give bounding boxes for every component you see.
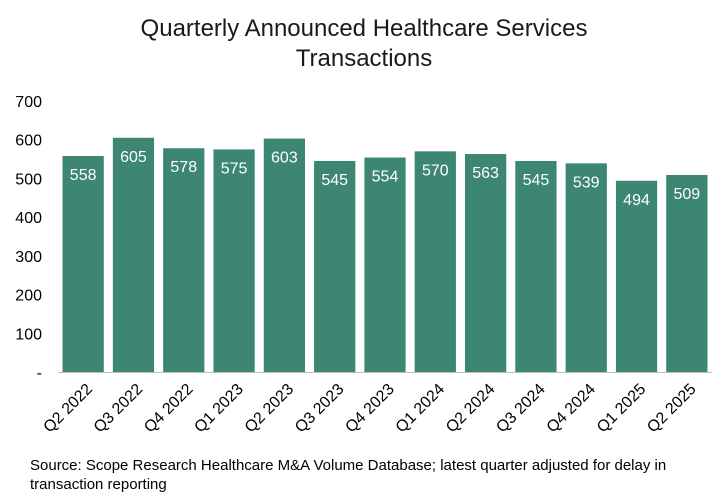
bar-data-label: 578 xyxy=(170,159,197,176)
bar-data-label: 603 xyxy=(271,150,298,167)
bar xyxy=(464,154,507,372)
x-tick-label: Q2 2023 xyxy=(242,381,297,436)
y-tick-label: 100 xyxy=(15,326,42,343)
bar-data-label: 539 xyxy=(573,174,600,191)
bar xyxy=(314,161,356,372)
bar-data-label: 605 xyxy=(120,149,147,166)
chart-title: Quarterly Announced Healthcare Services … xyxy=(0,14,728,74)
bar xyxy=(112,137,155,372)
y-tick-label: 300 xyxy=(15,249,42,266)
bar-data-label: 563 xyxy=(472,165,499,182)
bar xyxy=(414,151,456,372)
x-tick-label: Q3 2024 xyxy=(493,381,548,436)
x-tick-label: Q1 2023 xyxy=(191,381,246,436)
bar xyxy=(515,161,557,372)
bar-data-label: 554 xyxy=(372,169,399,186)
bar-data-label: 575 xyxy=(221,160,248,177)
y-tick-label: - xyxy=(37,365,42,382)
source-note: Source: Scope Research Healthcare M&A Vo… xyxy=(30,457,667,493)
bar xyxy=(364,157,406,372)
x-tick-label: Q2 2025 xyxy=(644,381,699,436)
bar xyxy=(163,148,205,372)
bar-data-label: 570 xyxy=(422,162,449,179)
y-tick-label: 700 xyxy=(15,94,42,111)
x-tick-label: Q4 2022 xyxy=(141,381,196,436)
bar-data-label: 494 xyxy=(623,192,650,209)
y-tick-label: 400 xyxy=(15,210,42,227)
chart-title-line-1: Quarterly Announced Healthcare Services xyxy=(140,15,588,42)
bar xyxy=(666,174,708,372)
bar-data-label: 509 xyxy=(673,186,700,203)
bars-group: 558 605 578 575 603 545 554 570 563 545 539 494 509 xyxy=(62,137,708,372)
x-tick-label: Q2 2024 xyxy=(443,381,498,436)
x-tick-label: Q3 2022 xyxy=(91,381,146,436)
x-tick-label: Q1 2024 xyxy=(393,381,448,436)
bar xyxy=(565,163,607,372)
x-tick-label: Q3 2023 xyxy=(292,381,347,436)
bar xyxy=(615,180,658,372)
bar-data-label: 558 xyxy=(70,167,97,184)
y-tick-label: 600 xyxy=(15,133,42,150)
bar-data-label: 545 xyxy=(321,172,348,189)
bar-data-label: 545 xyxy=(523,172,550,189)
x-tick-label: Q2 2022 xyxy=(41,381,96,436)
bar-chart: - 100 200 300 400 500 600 700 558 605 578 575 603 54… xyxy=(15,94,712,436)
bar xyxy=(62,155,104,372)
x-tick-label: Q4 2024 xyxy=(544,381,599,436)
bar xyxy=(263,138,306,372)
chart-title-line-2: Transactions xyxy=(295,45,433,72)
y-tick-label: 500 xyxy=(15,171,42,188)
x-tick-label: Q4 2023 xyxy=(342,381,397,436)
x-tick-label: Q1 2025 xyxy=(594,381,649,436)
y-axis: - 100 200 300 400 500 600 700 xyxy=(15,94,42,382)
y-tick-label: 200 xyxy=(15,288,42,305)
bar xyxy=(213,149,255,372)
